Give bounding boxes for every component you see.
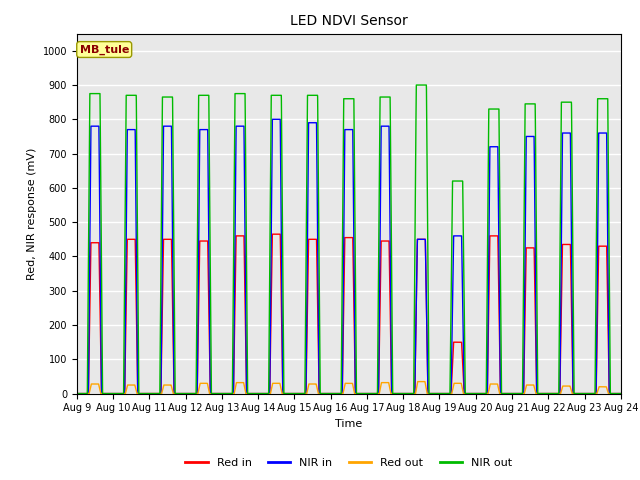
NIR out (520, 203, 528, 208)
Red in (617, 391, 625, 396)
NIR in (269, 117, 276, 122)
Title: LED NDVI Sensor: LED NDVI Sensor (290, 14, 408, 28)
NIR in (399, 391, 407, 396)
X-axis label: Time: Time (335, 419, 362, 429)
NIR out (617, 391, 625, 396)
Y-axis label: Red, NIR response (mV): Red, NIR response (mV) (27, 147, 37, 280)
Red in (172, 391, 179, 396)
NIR out (172, 391, 179, 396)
Legend: Red in, NIR in, Red out, NIR out: Red in, NIR in, Red out, NIR out (181, 453, 516, 472)
Red out (617, 391, 625, 396)
Red in (269, 231, 276, 237)
NIR out (281, 391, 289, 396)
NIR out (399, 391, 407, 396)
Red in (479, 391, 486, 396)
NIR in (172, 391, 179, 396)
Line: NIR in: NIR in (77, 120, 621, 394)
Red in (281, 391, 289, 396)
NIR out (413, 82, 420, 88)
Text: MB_tule: MB_tule (79, 44, 129, 55)
Red out (414, 379, 422, 384)
NIR in (73, 391, 81, 396)
Red out (73, 391, 81, 396)
Red out (520, 391, 528, 396)
Red out (399, 391, 407, 396)
Red out (427, 391, 435, 396)
Red in (399, 391, 407, 396)
Red out (281, 391, 289, 396)
NIR in (281, 391, 289, 396)
NIR out (73, 391, 81, 396)
NIR in (427, 391, 435, 396)
Red out (479, 391, 486, 396)
NIR in (617, 391, 625, 396)
Line: Red out: Red out (77, 382, 621, 394)
Line: Red in: Red in (77, 234, 621, 394)
Red in (520, 359, 528, 364)
NIR out (427, 391, 435, 396)
NIR out (479, 391, 486, 396)
Red in (427, 391, 435, 396)
NIR in (520, 334, 528, 340)
Line: NIR out: NIR out (77, 85, 621, 394)
Red out (172, 391, 179, 396)
Red in (73, 391, 81, 396)
NIR in (479, 391, 486, 396)
